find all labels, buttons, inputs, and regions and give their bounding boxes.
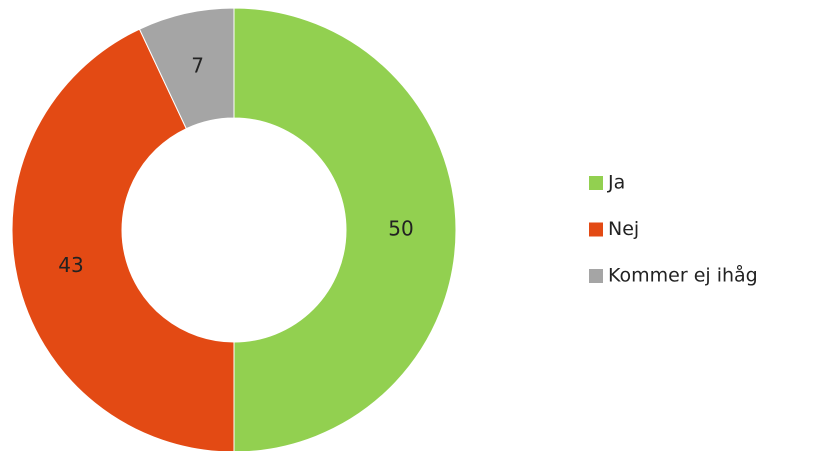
donut-segment [233,7,457,451]
legend-label: Ja [607,172,625,194]
data-label: 43 [58,253,83,277]
legend-swatch [589,269,603,283]
donut-segment [11,28,235,451]
legend-label: Nej [608,218,639,240]
legend-label: Kommer ej ihåg [608,264,758,287]
data-label: 7 [191,54,204,78]
legend-swatch [589,176,603,190]
data-label: 50 [388,217,413,241]
donut-segment [138,7,235,130]
legend-swatch [589,222,603,237]
